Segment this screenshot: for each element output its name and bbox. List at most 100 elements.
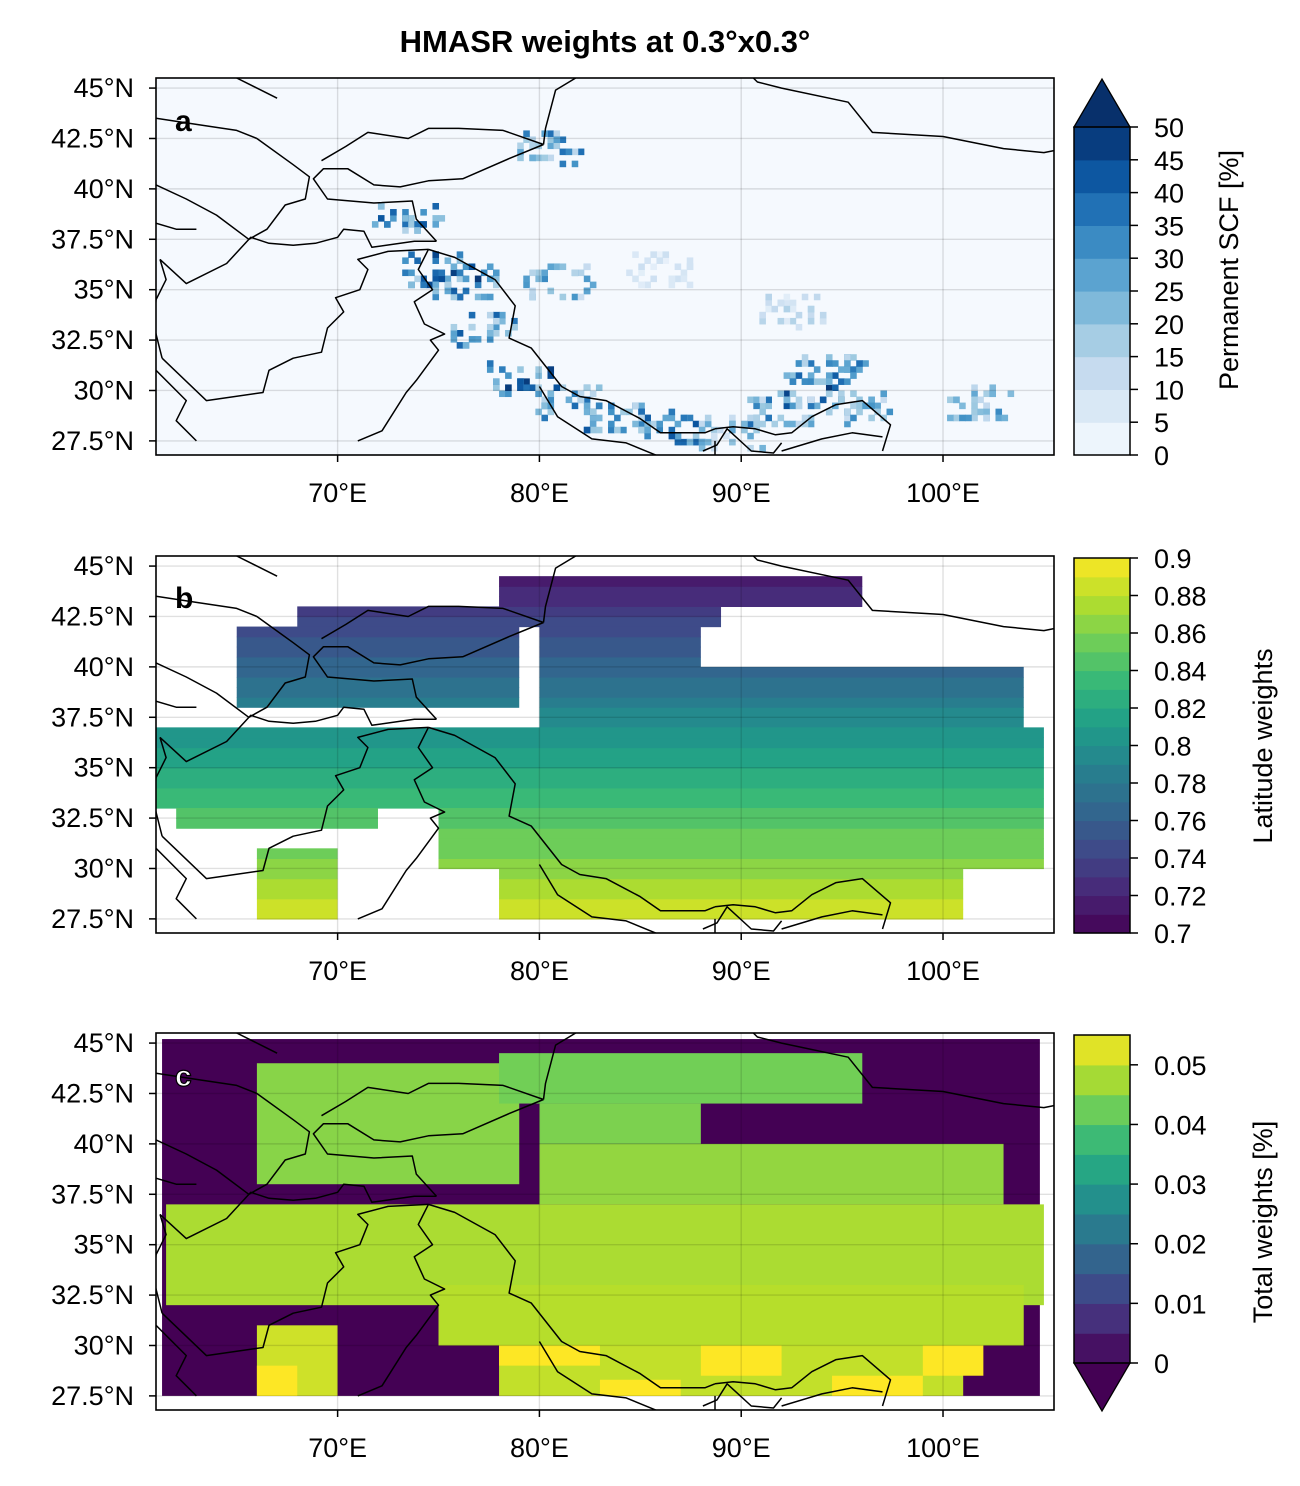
lat-weight-band [539,697,1024,708]
country-border [156,1072,258,1095]
colorbar-bin [1074,783,1130,803]
country-border [428,726,716,912]
colorbar-tick-label: 0.84 [1154,657,1207,687]
scf-cell [698,426,706,434]
scf-cell [995,408,1003,416]
y-tick-label: 40°N [74,1129,134,1159]
scf-cell [414,221,421,228]
lat-weight-band [499,878,964,890]
colorbar-bin [1074,323,1130,358]
scf-cell [571,402,579,410]
scf-cell [813,366,821,373]
scf-cell [959,414,966,422]
weight-region [700,1345,782,1376]
y-tick-label: 35°N [74,1230,134,1260]
scf-cell [626,408,633,416]
country-border [156,1177,197,1185]
scf-cell [765,305,772,313]
scf-cell [432,287,440,295]
scf-cell [844,360,851,367]
scf-cell [807,396,815,404]
scf-cell [432,275,440,283]
scf-cell [886,408,894,416]
x-tick-label: 80°E [510,478,569,508]
scf-cell [595,402,603,410]
lat-weight-band [539,707,1024,718]
country-border [538,1341,658,1410]
scf-cell [638,281,645,289]
scf-cell [668,432,676,440]
scf-cell [844,414,851,422]
scf-cell [856,402,863,410]
scf-cell [626,269,633,277]
colorbar-bin [1074,689,1130,709]
scf-cell [777,390,785,398]
x-tick-label: 90°E [712,956,771,986]
scf-cell [783,390,791,398]
scf-cell [710,426,718,434]
scf-cell [1007,390,1015,398]
scf-cell [462,275,470,283]
colorbar-bin [1074,1094,1130,1126]
scf-cell [420,209,427,216]
scf-cell [493,281,500,289]
scf-cell [511,317,518,325]
scf-cell [547,263,555,271]
lat-weight-band [236,676,520,688]
scf-cell [535,384,542,391]
colorbar-bin [1074,422,1130,456]
colorbar-tick-label: 0.7 [1154,919,1192,949]
scf-cell [783,293,791,301]
scf-cell [825,408,833,416]
colorbar-bin [1074,1333,1130,1364]
scf-cell [589,420,597,428]
scf-cell [499,390,506,398]
panel-a-borders [156,78,1054,455]
scf-cell [608,402,615,410]
scf-cell [535,154,542,162]
scf-cell [644,414,651,422]
weight-region [539,1143,1004,1205]
scf-cell [638,420,645,428]
x-tick-label: 100°E [906,956,980,986]
lat-weight-band [499,596,863,608]
scf-cell [783,305,791,313]
scf-cell [529,142,536,150]
scf-cell [680,414,688,422]
scf-cell [801,420,809,428]
scf-cell [523,384,530,391]
lat-weight-band [256,868,338,880]
scf-cell [656,426,664,434]
y-tick-label: 42.5°N [51,123,134,153]
country-border [317,1033,319,1034]
colorbar-tick-label: 50 [1154,113,1184,143]
scf-cell [632,251,639,258]
country-border [156,847,197,920]
scf-cell [747,396,754,404]
scf-cell [493,384,500,391]
country-border [161,1203,429,1357]
lat-weight-band [499,898,964,910]
scf-cell [947,414,954,422]
scf-cell [559,293,567,301]
scf-cell [650,420,657,428]
scf-cell [505,390,512,398]
scf-cell [868,396,875,404]
colorbar-tick-label: 0.9 [1154,544,1192,574]
scf-cell [486,293,494,301]
scf-cell [807,372,815,379]
colorbar-bin [1074,1303,1130,1334]
weight-region [499,1053,863,1104]
colorbar-bin [1074,820,1130,840]
scf-cell [474,281,482,289]
scf-cell [850,372,857,379]
scf-cell [704,438,712,446]
scf-cell [971,384,978,391]
scf-cell [959,402,966,410]
scf-cell [844,420,851,428]
scf-cell [583,384,591,391]
scf-cell [547,287,555,295]
scf-cell [547,396,555,404]
colorbar-bin [1074,1273,1130,1304]
